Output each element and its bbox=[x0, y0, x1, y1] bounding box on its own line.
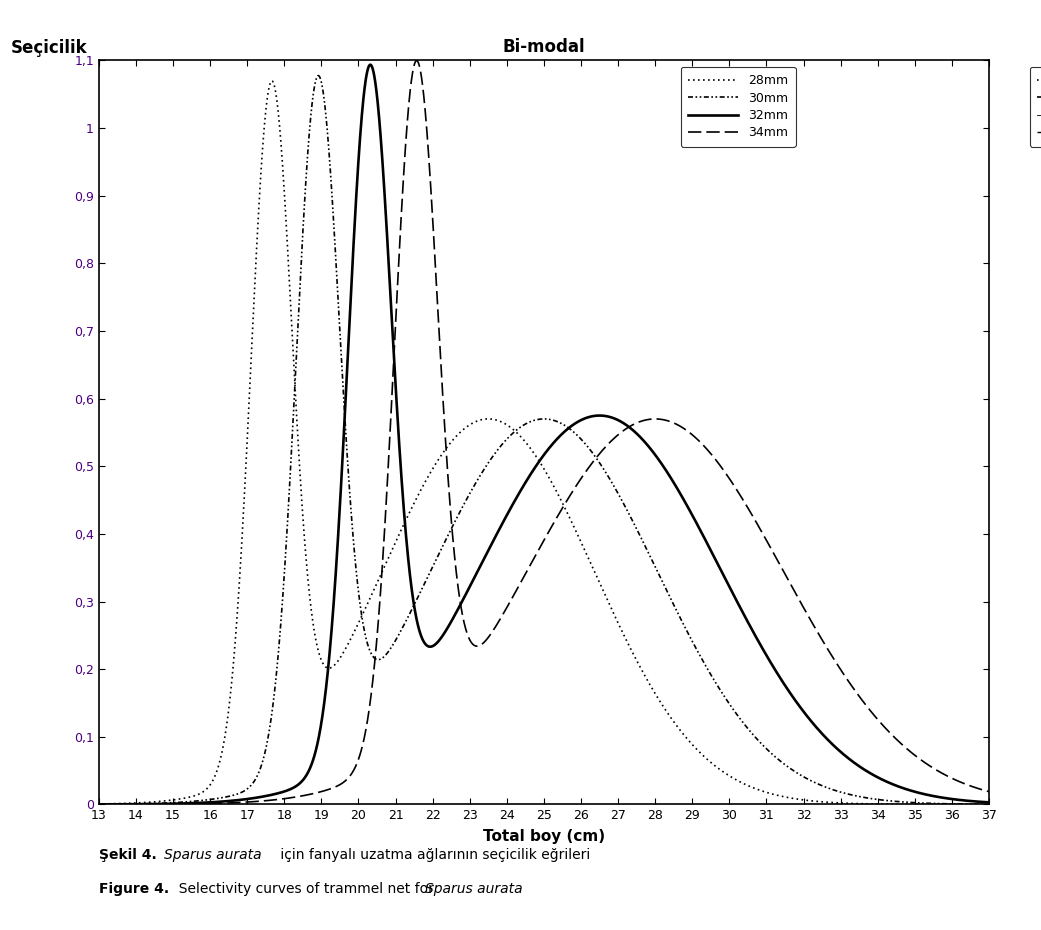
Text: Şekil 4.: Şekil 4. bbox=[99, 848, 156, 862]
Text: Seçicilik: Seçicilik bbox=[10, 39, 87, 57]
X-axis label: Total boy (cm): Total boy (cm) bbox=[483, 830, 605, 844]
Text: Selectivity curves of trammel net for: Selectivity curves of trammel net for bbox=[170, 882, 438, 896]
Legend: 28, 30, 32, 34: 28, 30, 32, 34 bbox=[1030, 67, 1041, 147]
Text: Sparus aurata: Sparus aurata bbox=[425, 882, 523, 896]
Title: Bi-modal: Bi-modal bbox=[503, 38, 585, 56]
Text: Sparus aurata: Sparus aurata bbox=[164, 848, 262, 862]
Text: için fanyalı uzatma ağlarının seçicilik eğrileri: için fanyalı uzatma ağlarının seçicilik … bbox=[276, 848, 590, 862]
Text: Figure 4.: Figure 4. bbox=[99, 882, 169, 896]
